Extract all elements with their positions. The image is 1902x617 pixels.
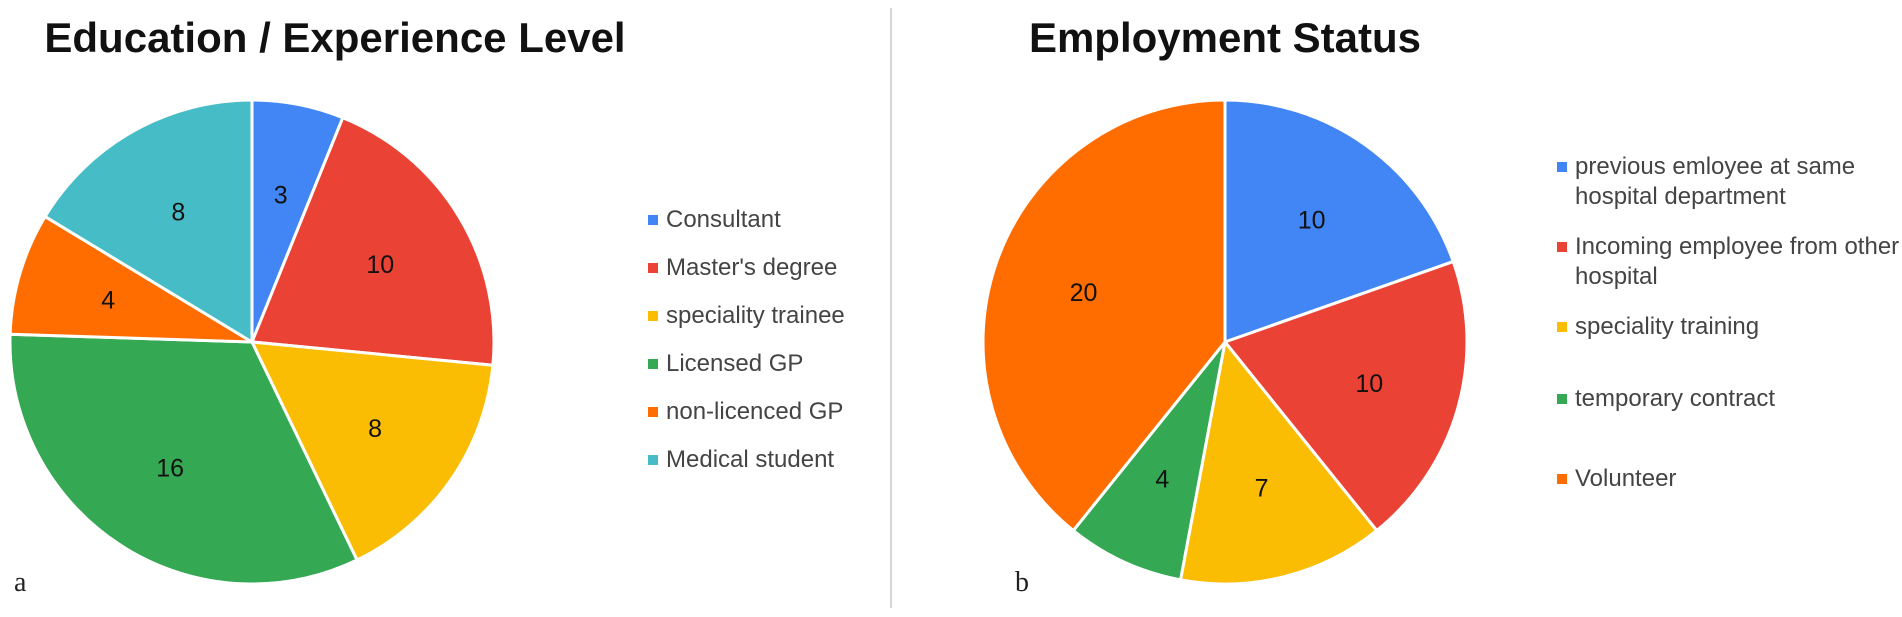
chart-panel-b: Employment Status 10 10 7 4 20 previous emlo… bbox=[895, 0, 1902, 617]
legend-swatch-3 bbox=[648, 311, 658, 321]
slice-value-label-1: 3 bbox=[274, 182, 288, 210]
slice-value-label-3: 8 bbox=[368, 415, 382, 443]
legend-swatch-3 bbox=[1557, 322, 1567, 332]
chart-title-a: Education / Experience Level bbox=[44, 14, 626, 61]
pie-slice-5 bbox=[981, 98, 1227, 533]
legend-label-1: previous emloyee at same hospital depart… bbox=[1575, 153, 1856, 210]
slice-value-label-2: 10 bbox=[366, 251, 394, 279]
slice-value-label-2: 10 bbox=[1355, 370, 1383, 398]
legend-swatch-2 bbox=[1557, 242, 1567, 252]
pie-slice-4 bbox=[1071, 341, 1227, 582]
pie-slice-4 bbox=[8, 332, 360, 586]
pie-slice-5 bbox=[8, 214, 258, 344]
legend-label-3: speciality training bbox=[1575, 313, 1760, 340]
slice-value-label-4: 4 bbox=[1155, 465, 1169, 493]
legend-label-3: speciality trainee bbox=[666, 302, 845, 329]
pie-chart-b: 10 10 7 4 20 bbox=[981, 98, 1469, 586]
legend-label-6: Medical student bbox=[666, 446, 835, 473]
legend-swatch-4 bbox=[648, 359, 658, 369]
legend-label-4: temporary contract bbox=[1575, 385, 1776, 412]
pie-slice-3 bbox=[249, 340, 495, 563]
legend-swatch-5 bbox=[1557, 474, 1567, 484]
legend-swatch-1 bbox=[1557, 162, 1567, 172]
chart-panel-a: Education / Experience Level 3 10 8 16 4 8 Co… bbox=[0, 0, 890, 617]
panel-label-b: b bbox=[1015, 567, 1029, 598]
pie-slice-3 bbox=[1178, 338, 1379, 586]
legend-swatch-1 bbox=[648, 215, 658, 225]
slice-value-label-4: 16 bbox=[156, 455, 184, 483]
slice-value-label-6: 8 bbox=[171, 198, 185, 226]
pie-slice-2 bbox=[1222, 259, 1469, 533]
panel-divider bbox=[890, 8, 892, 608]
legend-swatch-5 bbox=[648, 407, 658, 417]
pie-chart-a: 3 10 8 16 4 8 bbox=[8, 98, 496, 586]
legend-label-5: Volunteer bbox=[1575, 465, 1677, 492]
legend-a: Consultant Master's degree speciality trai… bbox=[648, 205, 888, 485]
legend-label-4: Licensed GP bbox=[666, 350, 804, 377]
slice-value-label-5: 20 bbox=[1070, 279, 1098, 307]
slice-value-label-3: 7 bbox=[1255, 475, 1269, 503]
pie-slice-2 bbox=[249, 115, 496, 367]
pie-slice-6 bbox=[42, 98, 254, 345]
slice-value-label-1: 10 bbox=[1298, 207, 1326, 235]
legend-swatch-2 bbox=[648, 263, 658, 273]
slice-value-label-5: 4 bbox=[101, 286, 115, 314]
legend-label-2: Incoming employee from other hospital bbox=[1575, 233, 1900, 290]
legend-swatch-4 bbox=[1557, 394, 1567, 404]
legend-swatch-6 bbox=[648, 455, 658, 465]
legend-label-5: non-licenced GP bbox=[666, 398, 844, 425]
legend-label-2: Master's degree bbox=[666, 254, 838, 281]
legend-b: previous emloyee at same hospital depart… bbox=[1557, 152, 1899, 512]
panel-label-a: a bbox=[14, 567, 27, 598]
chart-title-b: Employment Status bbox=[1028, 14, 1422, 61]
legend-label-1: Consultant bbox=[666, 206, 781, 233]
